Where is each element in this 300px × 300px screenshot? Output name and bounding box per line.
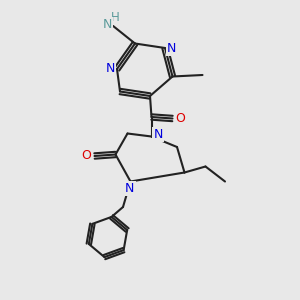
Text: N: N xyxy=(125,182,135,195)
Text: N: N xyxy=(167,41,176,55)
Text: N: N xyxy=(153,128,163,141)
Text: N: N xyxy=(106,62,115,76)
Text: O: O xyxy=(81,149,91,162)
Text: N: N xyxy=(102,18,112,32)
Text: H: H xyxy=(111,11,120,24)
Text: O: O xyxy=(175,112,185,125)
